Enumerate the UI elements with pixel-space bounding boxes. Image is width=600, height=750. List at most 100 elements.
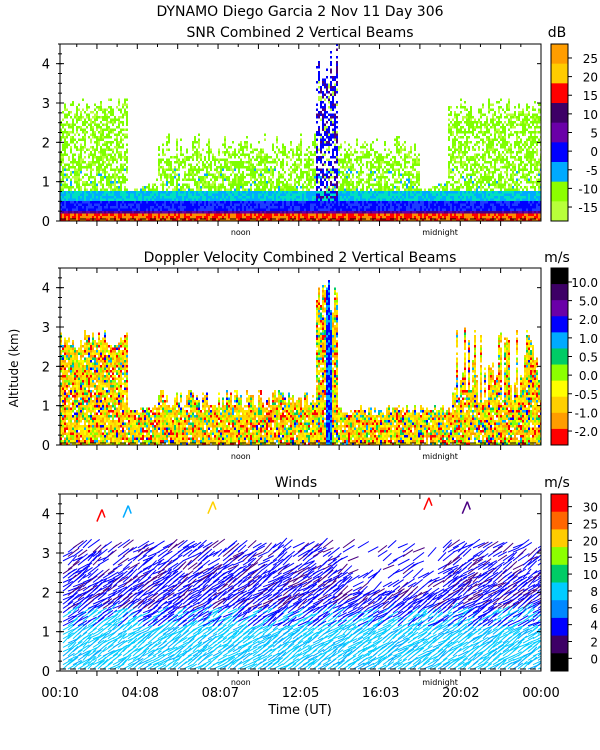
snr-cell [350, 193, 352, 196]
snr-cell [280, 161, 282, 164]
snr-cell [330, 161, 332, 164]
snr-cell [112, 216, 114, 219]
snr-cell [96, 186, 98, 189]
snr-cell [190, 213, 192, 216]
snr-cell [336, 141, 338, 144]
snr-cell [64, 123, 66, 126]
snr-cell [384, 196, 386, 199]
snr-cell [140, 201, 142, 204]
snr-cell [154, 213, 156, 216]
snr-cell [134, 206, 136, 209]
snr-cell [104, 123, 106, 126]
snr-cell [456, 186, 458, 189]
snr-cell [168, 158, 170, 161]
snr-cell [440, 193, 442, 196]
snr-cell [208, 186, 210, 189]
snr-cell [108, 208, 110, 211]
snr-cell [448, 118, 450, 121]
snr-cell [126, 166, 128, 169]
snr-cell [456, 211, 458, 214]
snr-cell [62, 148, 64, 151]
snr-cell [142, 203, 144, 206]
snr-cell [122, 113, 124, 116]
snr-cell [184, 176, 186, 179]
snr-cell [170, 166, 172, 169]
snr-cell [336, 88, 338, 91]
snr-cell [454, 148, 456, 151]
snr-cell [444, 183, 446, 186]
snr-cell [322, 203, 324, 206]
snr-cell [356, 141, 358, 144]
snr-cell [338, 206, 340, 209]
snr-cell [380, 173, 382, 176]
snr-cell [404, 158, 406, 161]
snr-cell [376, 158, 378, 161]
snr-cell [450, 158, 452, 161]
snr-cell [122, 143, 124, 146]
snr-cell [380, 206, 382, 209]
snr-cell [100, 103, 102, 106]
snr-cell [114, 216, 116, 219]
snr-cell [244, 211, 246, 214]
snr-cell [292, 188, 294, 191]
snr-cell [386, 161, 388, 164]
snr-cell [286, 211, 288, 214]
snr-cell [190, 156, 192, 159]
snr-cell [192, 206, 194, 209]
snr-cell [368, 168, 370, 171]
snr-cell [198, 203, 200, 206]
snr-cell [62, 133, 64, 136]
snr-cell [138, 208, 140, 211]
snr-cell [314, 141, 316, 144]
snr-cell [312, 186, 314, 189]
snr-cell [276, 201, 278, 204]
snr-cell [456, 156, 458, 159]
snr-cell [126, 203, 128, 206]
snr-cell [114, 193, 116, 196]
snr-cell [78, 206, 80, 209]
snr-cell [134, 198, 136, 201]
snr-cell [116, 173, 118, 176]
snr-cell [428, 211, 430, 214]
snr-cell [232, 193, 234, 196]
snr-cell [366, 208, 368, 211]
snr-cell [122, 176, 124, 179]
snr-cell [392, 201, 394, 204]
snr-cell [120, 121, 122, 124]
snr-cell [148, 188, 150, 191]
snr-cell [362, 183, 364, 186]
snr-cell [152, 183, 154, 186]
snr-cell [118, 206, 120, 209]
snr-cell [330, 76, 332, 79]
snr-cell [102, 136, 104, 139]
snr-cell [184, 218, 186, 221]
snr-cell [230, 181, 232, 184]
snr-cell [406, 218, 408, 221]
snr-cell [376, 161, 378, 164]
snr-cell [356, 151, 358, 154]
snr-cell [166, 163, 168, 166]
snr-cell [356, 171, 358, 174]
snr-cell [94, 153, 96, 156]
snr-cell [152, 196, 154, 199]
snr-cell [302, 173, 304, 176]
snr-cell [248, 156, 250, 159]
snr-cell [146, 206, 148, 209]
snr-cell [202, 163, 204, 166]
snr-cell [84, 203, 86, 206]
snr-cell [102, 208, 104, 211]
snr-cell [72, 191, 74, 194]
snr-cell [62, 216, 64, 219]
snr-cell [320, 133, 322, 136]
snr-cell [436, 206, 438, 209]
snr-cell [236, 198, 238, 201]
snr-cell [334, 196, 336, 199]
snr-cell [412, 206, 414, 209]
snr-cell [116, 161, 118, 164]
snr-cell [350, 188, 352, 191]
snr-cell [188, 216, 190, 219]
snr-cell [246, 136, 248, 139]
snr-cell [98, 196, 100, 199]
snr-cell [402, 206, 404, 209]
snr-cell [392, 218, 394, 221]
